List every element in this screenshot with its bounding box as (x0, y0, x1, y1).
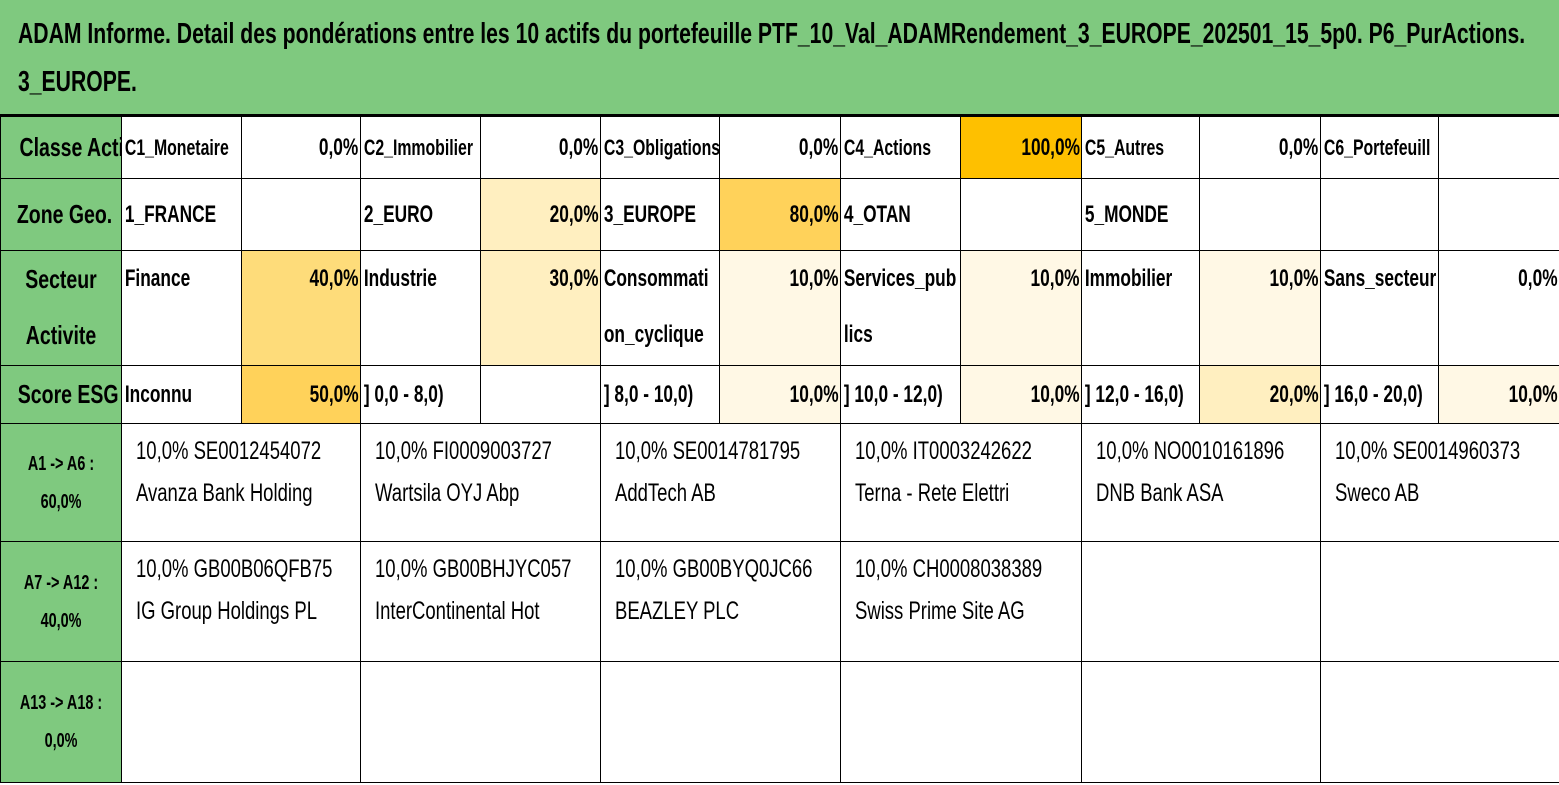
zone-geo-label: 5_MONDE (1081, 178, 1200, 251)
zone-geo-value (1438, 178, 1559, 251)
assets-row-a7-a12: A7 -> A12 :40,0% 10,0% GB00B06QFB75 IG Gr… (0, 541, 1559, 662)
classe-actif-value: 0,0% (719, 116, 841, 179)
zone-geo-value: 80,0% (719, 178, 841, 251)
score-esg-label: ] 12,0 - 16,0) (1081, 365, 1200, 424)
secteur-label: Services_pub lics (840, 250, 961, 366)
score-esg-label: Inconnu (121, 365, 242, 424)
asset-cell (1081, 661, 1321, 783)
score-esg-label: ] 16,0 - 20,0) (1320, 365, 1439, 424)
classe-actif-label: C4_Actions (840, 116, 961, 179)
zone-geo-value (1199, 178, 1321, 251)
asset-cell: 10,0% FI0009003727 Wartsila OYJ Abp (360, 423, 601, 542)
classe-actif-value: 0,0% (1199, 116, 1321, 179)
asset-cell: 10,0% SE0012454072 Avanza Bank Holding (121, 423, 361, 542)
asset-cell (840, 661, 1082, 783)
classe-actif-header: Classe Actif (0, 116, 122, 179)
secteur-label: Sans_secteur (1320, 250, 1439, 366)
secteur-label: Consommati on_cyclique (600, 250, 720, 366)
score-esg-value: 10,0% (960, 365, 1082, 424)
classe-actif-row: Classe Actif C1_Monetaire 0,0% C2_Immobi… (0, 116, 1559, 179)
zone-geo-value (241, 178, 361, 251)
classe-actif-label: C3_Obligations (600, 116, 720, 179)
asset-cell: 10,0% IT0003242622 Terna - Rete Elettri (840, 423, 1082, 542)
secteur-value: 30,0% (480, 250, 601, 366)
secteur-label: Industrie (360, 250, 481, 366)
report-title: ADAM Informe. Detail des pondérations en… (18, 10, 1526, 106)
asset-cell: 10,0% SE0014781795 AddTech AB (600, 423, 841, 542)
asset-cell (1320, 661, 1559, 783)
asset-cell: 10,0% CH0008038389 Swiss Prime Site AG (840, 541, 1082, 662)
classe-actif-label: C6_Portefeuill (1320, 116, 1439, 179)
secteur-header: Secteur Activite (0, 250, 122, 366)
score-esg-value: 20,0% (1199, 365, 1321, 424)
score-esg-row: Score ESG Inconnu 50,0% ] 0,0 - 8,0) ] 8… (0, 365, 1559, 424)
asset-cell (1320, 541, 1559, 662)
classe-actif-value: 0,0% (241, 116, 361, 179)
assets-row-a1-a6: A1 -> A6 :60,0% 10,0% SE0012454072 Avanza… (0, 423, 1559, 542)
asset-cell: 10,0% GB00B06QFB75 IG Group Holdings PL (121, 541, 361, 662)
asset-cell (360, 661, 601, 783)
score-esg-label: ] 0,0 - 8,0) (360, 365, 481, 424)
zone-geo-label: 4_OTAN (840, 178, 961, 251)
report-title-line2: 3_EUROPE. (18, 66, 137, 98)
secteur-value: 10,0% (1199, 250, 1321, 366)
classe-actif-label: C1_Monetaire (121, 116, 242, 179)
asset-cell: 10,0% SE0014960373 Sweco AB (1320, 423, 1559, 542)
score-esg-value (480, 365, 601, 424)
classe-actif-value: 0,0% (480, 116, 601, 179)
secteur-value: 0,0% (1438, 250, 1559, 366)
zone-geo-value: 20,0% (480, 178, 601, 251)
secteur-value: 10,0% (960, 250, 1082, 366)
zone-geo-label: 3_EUROPE (600, 178, 720, 251)
zone-geo-label (1320, 178, 1439, 251)
asset-cell: 10,0% GB00BYQ0JC66 BEAZLEY PLC (600, 541, 841, 662)
classe-actif-label: C2_Immobilier (360, 116, 481, 179)
classe-actif-label: C5_Autres (1081, 116, 1200, 179)
zone-geo-row: Zone Geo. 1_FRANCE 2_EURO 20,0% 3_EUROPE… (0, 178, 1559, 251)
score-esg-label: ] 8,0 - 10,0) (600, 365, 720, 424)
score-esg-value: 50,0% (241, 365, 361, 424)
asset-cell: 10,0% NO0010161896 DNB Bank ASA (1081, 423, 1321, 542)
zone-geo-header: Zone Geo. (0, 178, 122, 251)
secteur-row: Secteur Activite Finance 40,0% Industrie… (0, 250, 1559, 366)
secteur-label: Immobilier (1081, 250, 1200, 366)
asset-cell (121, 661, 361, 783)
secteur-label: Finance (121, 250, 242, 366)
report-title-bar: ADAM Informe. Detail des pondérations en… (0, 0, 1559, 116)
secteur-value: 10,0% (719, 250, 841, 366)
zone-geo-label: 2_EURO (360, 178, 481, 251)
weights-table: Classe Actif C1_Monetaire 0,0% C2_Immobi… (0, 116, 1559, 783)
asset-cell: 10,0% GB00BHJYC057 InterContinental Hot (360, 541, 601, 662)
zone-geo-label: 1_FRANCE (121, 178, 242, 251)
asset-cell (1081, 541, 1321, 662)
classe-actif-value: 100,0% (960, 116, 1082, 179)
assets-group-header: A7 -> A12 :40,0% (0, 541, 122, 662)
asset-cell (600, 661, 841, 783)
report-title-line1: ADAM Informe. Detail des pondérations en… (18, 18, 1526, 50)
assets-group-header: A13 -> A18 :0,0% (0, 661, 122, 783)
score-esg-value: 10,0% (1438, 365, 1559, 424)
zone-geo-value (960, 178, 1082, 251)
assets-row-a13-a18: A13 -> A18 :0,0% (0, 661, 1559, 783)
score-esg-label: ] 10,0 - 12,0) (840, 365, 961, 424)
classe-actif-value (1438, 116, 1559, 179)
secteur-value: 40,0% (241, 250, 361, 366)
score-esg-header: Score ESG (0, 365, 122, 424)
assets-group-header: A1 -> A6 :60,0% (0, 423, 122, 542)
score-esg-value: 10,0% (719, 365, 841, 424)
